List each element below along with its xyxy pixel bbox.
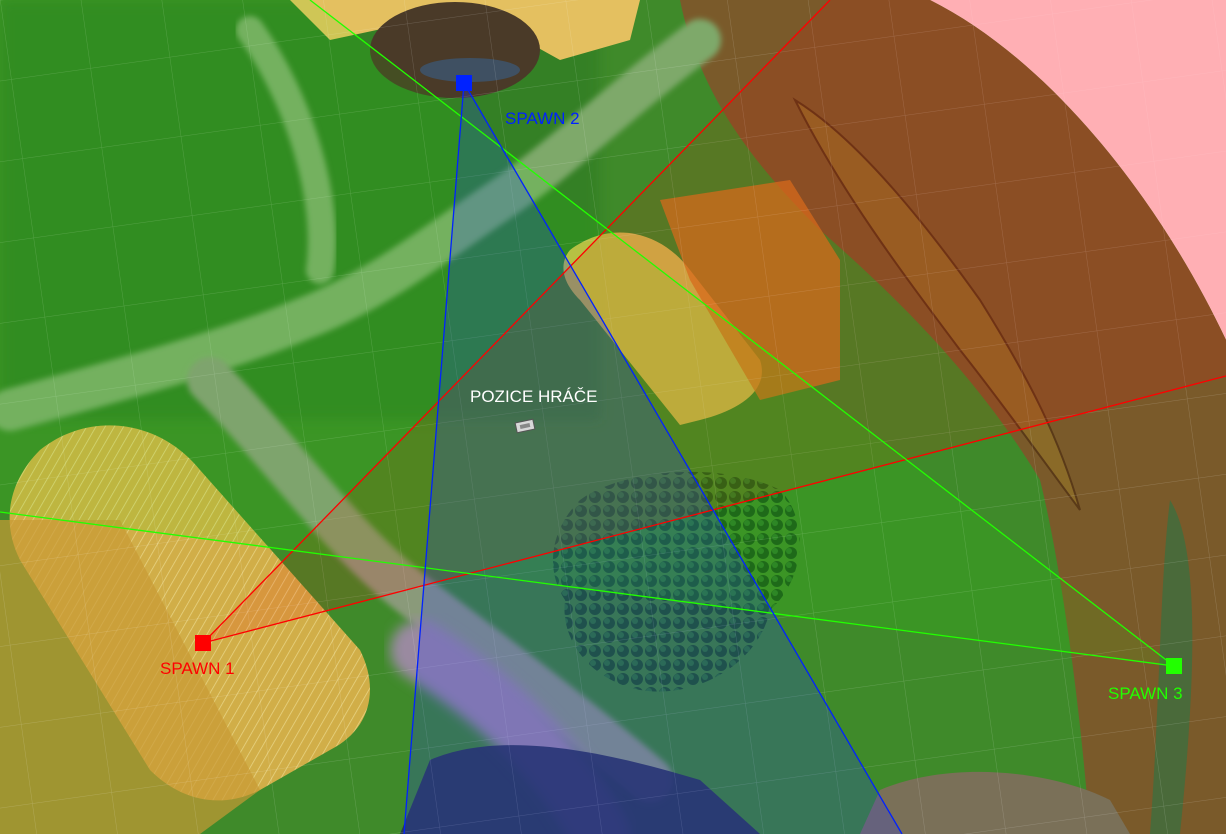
spawn2-marker[interactable] xyxy=(456,75,472,91)
spawn1-label: SPAWN 1 xyxy=(160,659,235,678)
spawn2-view-zone xyxy=(404,83,902,834)
spawn2-sightline-a xyxy=(403,82,465,834)
spawn1-sightline-a xyxy=(202,0,831,644)
spawn3-sightline-b xyxy=(0,511,1175,667)
spawn1-marker[interactable] xyxy=(195,635,211,651)
spawn3-label: SPAWN 3 xyxy=(1108,684,1183,703)
spawn1-view-zone xyxy=(203,0,1226,643)
player-position-label: POZICE HRÁČE xyxy=(470,387,598,406)
spawn2-label: SPAWN 2 xyxy=(505,109,580,128)
spawn3-sightline-a xyxy=(309,0,1175,667)
spawn3-view-zone xyxy=(0,0,1174,666)
spawn3-marker[interactable] xyxy=(1166,658,1182,674)
spawn2-sightline-b xyxy=(463,82,903,834)
spawn1-sightline-b xyxy=(202,375,1226,644)
player-marker[interactable] xyxy=(514,418,536,434)
